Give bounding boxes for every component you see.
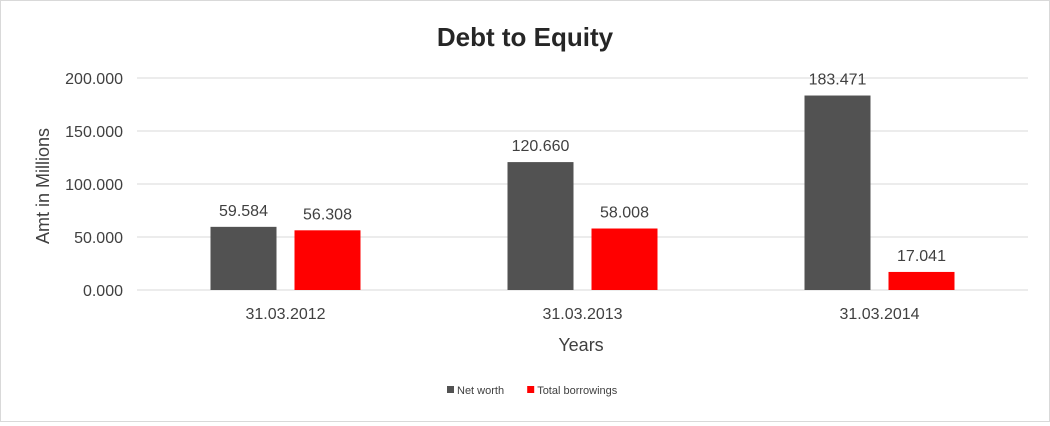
data-label: 58.008 — [600, 205, 649, 222]
legend-label: Net worth — [457, 385, 504, 397]
y-tick-label: 0.000 — [83, 283, 123, 300]
y-tick-label: 50.000 — [74, 230, 123, 247]
bars — [210, 95, 955, 290]
bar-net-worth — [210, 226, 277, 290]
bar-total-borrowings — [888, 271, 955, 290]
x-tick-label: 31.03.2013 — [542, 306, 622, 323]
gridlines — [137, 77, 1028, 291]
bar-net-worth — [804, 95, 871, 290]
y-axis-ticks: 0.000 50.000 100.000 150.000 200.000 — [65, 71, 123, 300]
chart-title: Debt to Equity — [437, 22, 614, 52]
x-axis-ticks: 31.03.2012 31.03.2013 31.03.2014 — [245, 306, 919, 323]
bar-total-borrowings — [591, 228, 658, 290]
legend-swatch — [527, 386, 535, 393]
legend-swatch — [447, 386, 454, 393]
legend: Net worth Total borrowings — [447, 385, 618, 397]
x-tick-label: 31.03.2012 — [245, 306, 325, 323]
y-tick-label: 200.000 — [65, 71, 123, 88]
y-tick-label: 150.000 — [65, 124, 123, 141]
x-tick-label: 31.03.2014 — [839, 306, 919, 323]
bar-total-borrowings — [294, 230, 361, 290]
bar-net-worth — [507, 162, 574, 290]
y-axis-title: Amt in Millions — [33, 128, 53, 244]
data-label: 59.584 — [219, 203, 268, 220]
data-label: 120.660 — [512, 138, 570, 155]
y-tick-label: 100.000 — [65, 177, 123, 194]
legend-label: Total borrowings — [537, 385, 618, 397]
data-label: 56.308 — [303, 206, 352, 223]
data-label: 183.471 — [809, 72, 867, 89]
data-labels: 59.584 56.308 120.660 58.008 183.471 17.041 — [219, 72, 946, 265]
x-axis-title: Years — [558, 335, 603, 355]
data-label: 17.041 — [897, 248, 946, 265]
